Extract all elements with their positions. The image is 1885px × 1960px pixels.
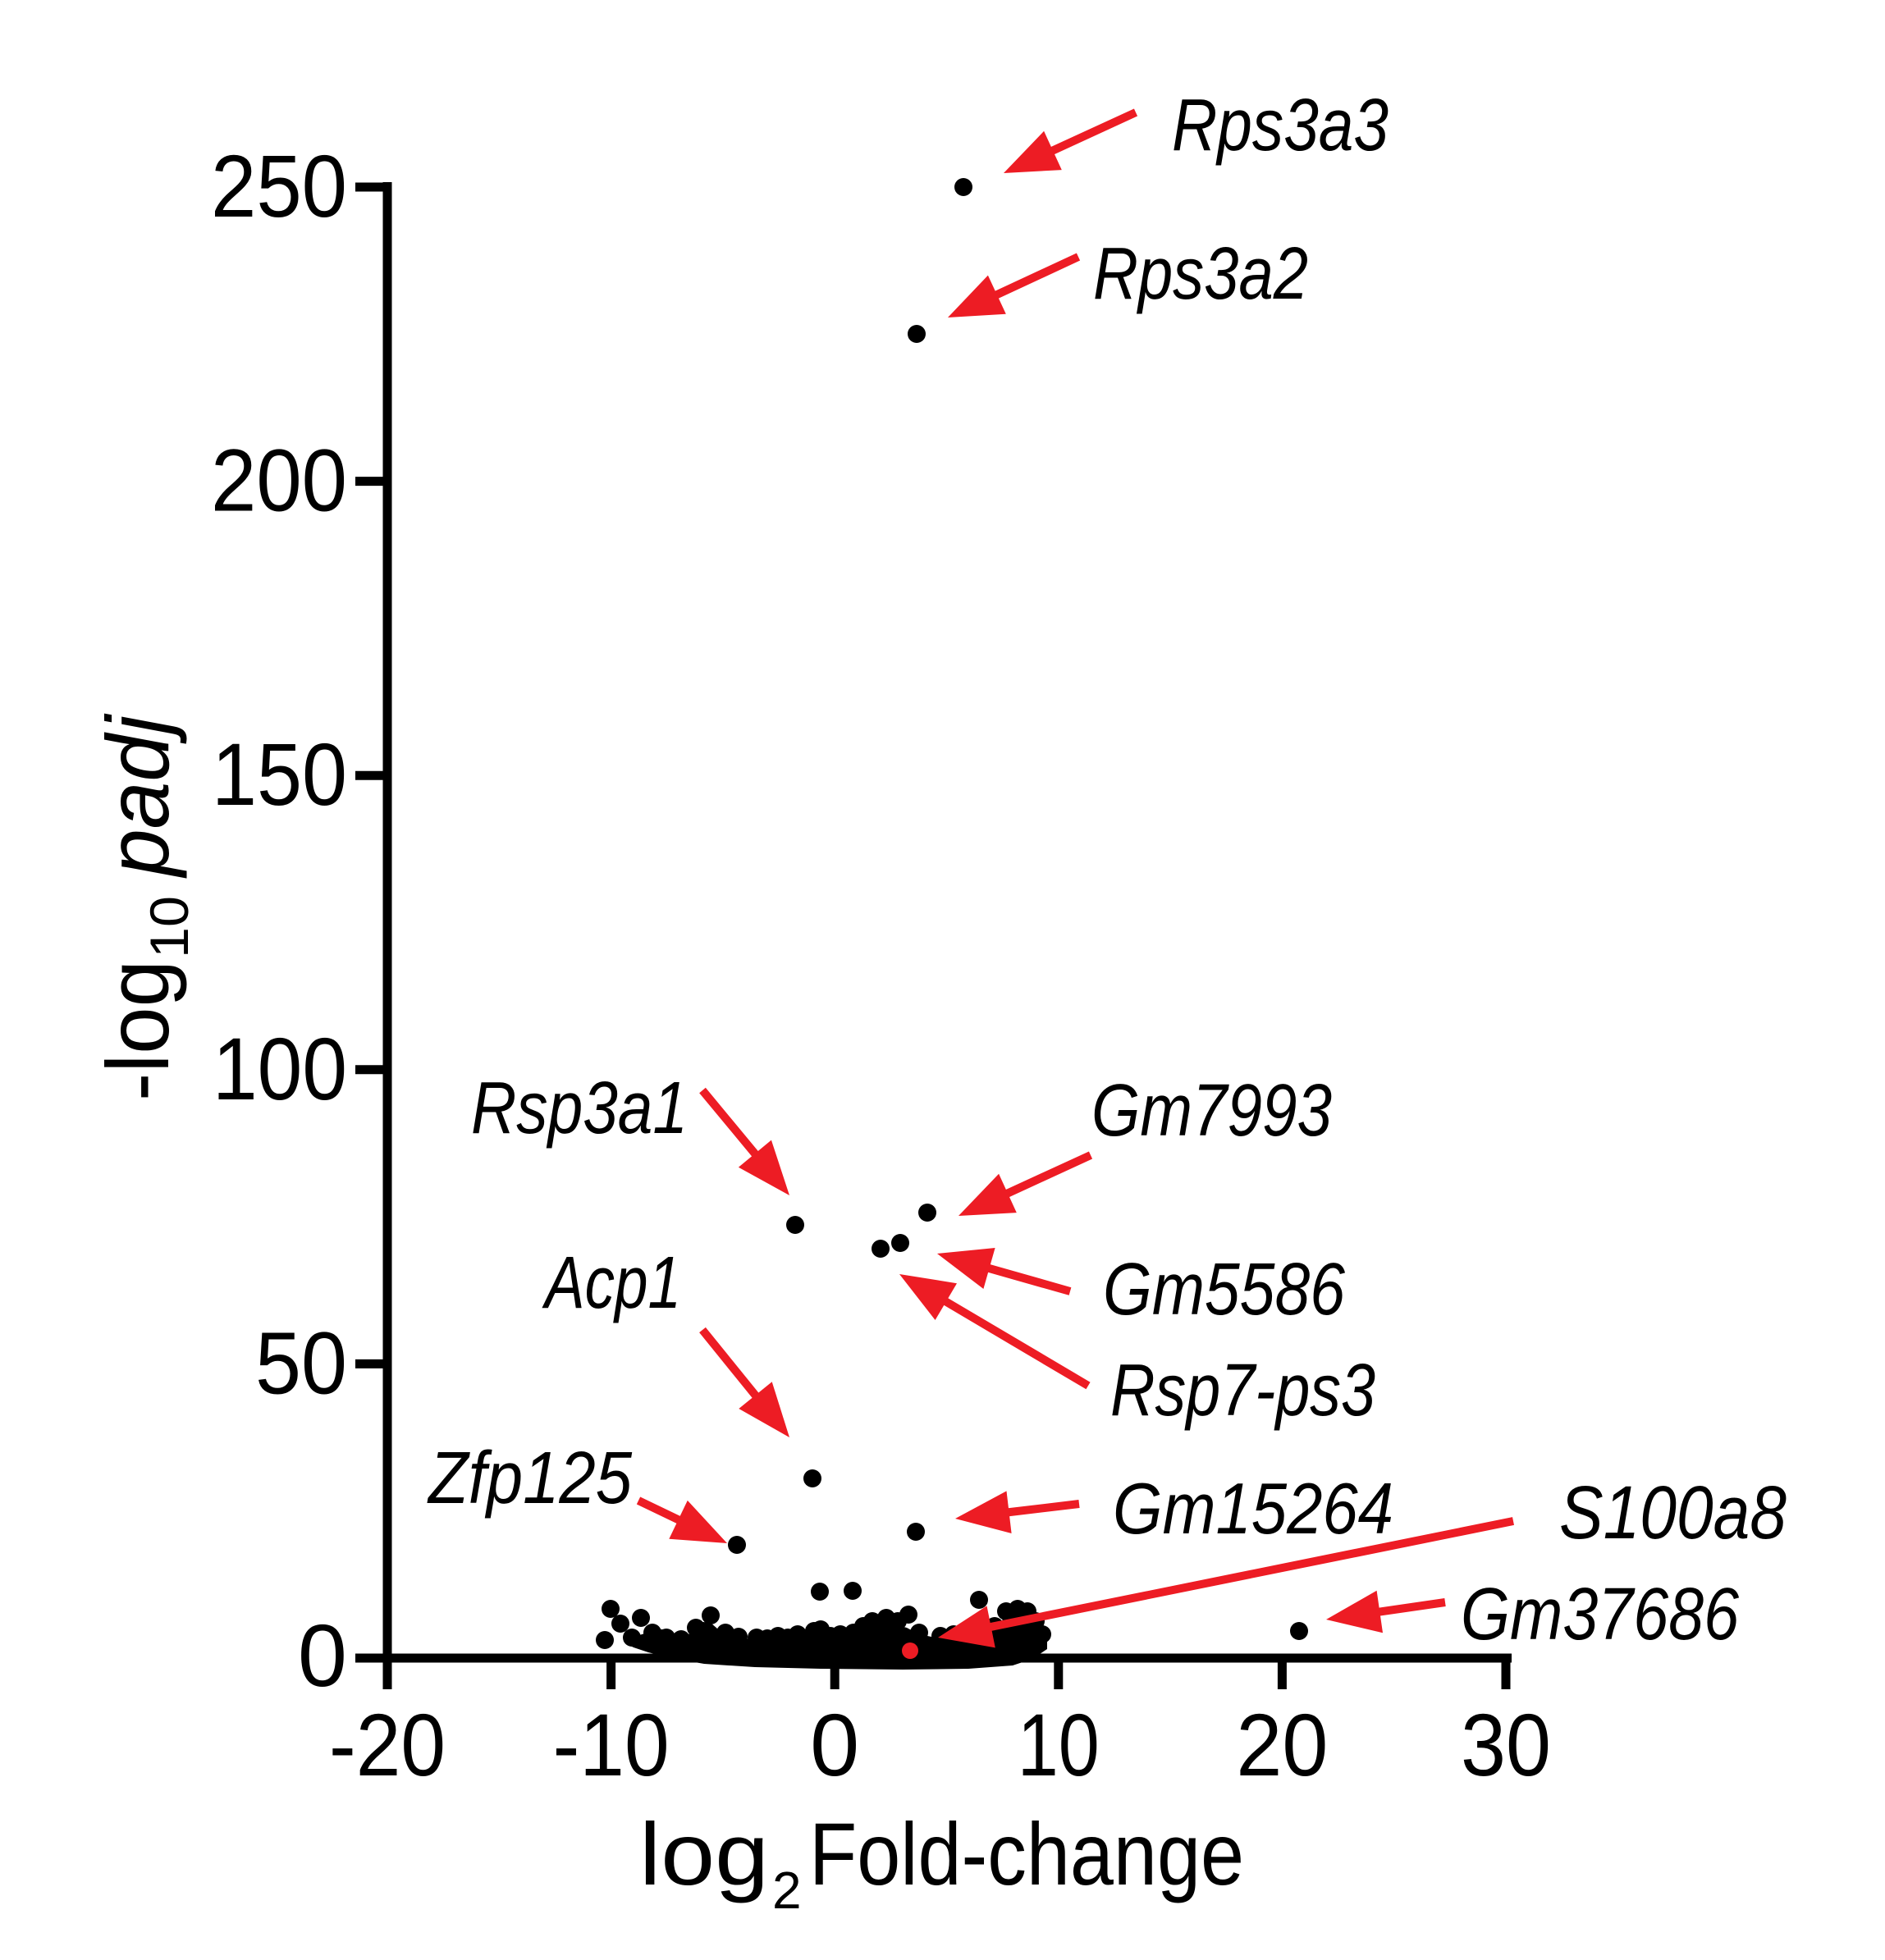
svg-text:10: 10 (1018, 1695, 1100, 1794)
svg-text:Gm15264: Gm15264 (1113, 1468, 1393, 1549)
svg-text:S100a8: S100a8 (1559, 1471, 1787, 1555)
svg-text:Gm5586: Gm5586 (1103, 1249, 1346, 1331)
svg-text:Gm37686: Gm37686 (1461, 1574, 1740, 1656)
svg-text:20: 20 (1236, 1695, 1328, 1794)
svg-text:-20: -20 (329, 1695, 446, 1794)
svg-text:0: 0 (810, 1695, 859, 1794)
svg-text:-10: -10 (553, 1695, 670, 1794)
svg-text:30: 30 (1461, 1695, 1551, 1794)
svg-text:Rps3a3: Rps3a3 (1172, 85, 1389, 167)
svg-text:150: 150 (212, 724, 347, 824)
svg-text:Fold-change: Fold-change (809, 1804, 1244, 1903)
svg-text:padj: padj (88, 713, 187, 879)
svg-text:log: log (639, 1804, 769, 1903)
svg-text:Gm7993: Gm7993 (1091, 1070, 1332, 1152)
svg-text:Rps3a2: Rps3a2 (1093, 233, 1308, 315)
svg-text:250: 250 (211, 136, 347, 235)
svg-text:2: 2 (772, 1861, 802, 1920)
svg-text:200: 200 (211, 431, 347, 530)
svg-text:10: 10 (139, 896, 199, 958)
svg-text:50: 50 (255, 1313, 347, 1412)
svg-text:100: 100 (213, 1019, 347, 1118)
svg-text:Rsp7-ps3: Rsp7-ps3 (1110, 1350, 1375, 1432)
svg-text:Rsp3a1: Rsp3a1 (471, 1067, 688, 1149)
svg-text:Zfp125: Zfp125 (427, 1437, 633, 1519)
svg-text:0: 0 (298, 1606, 347, 1705)
svg-text:-log: -log (88, 960, 187, 1101)
svg-text:Acp1: Acp1 (542, 1242, 681, 1324)
